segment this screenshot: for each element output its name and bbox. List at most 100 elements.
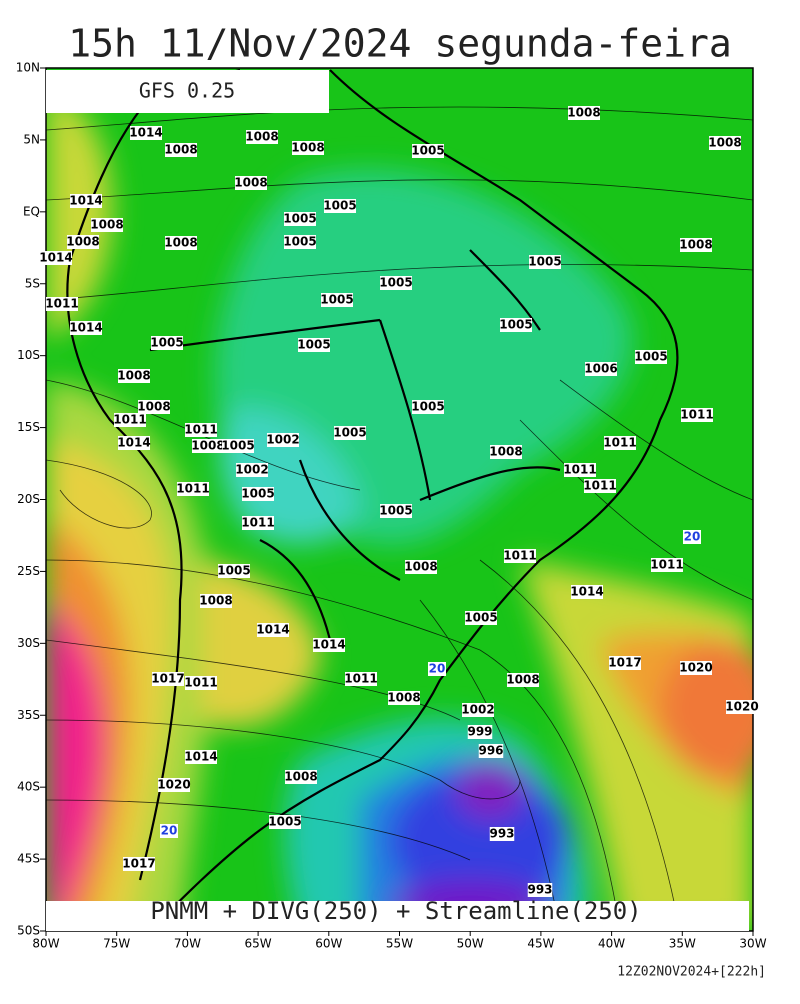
isobar-value: 1014: [570, 585, 603, 599]
isobar-value: 1008: [708, 136, 741, 150]
isobar-label: 1008: [245, 130, 279, 144]
caption-box: [46, 901, 749, 931]
isobar-label: 1005: [379, 504, 413, 518]
isobar-value: 996: [478, 744, 503, 758]
isobar-label: 1002: [461, 703, 495, 717]
isobar-bg: [267, 433, 299, 447]
isobar-bg: [324, 199, 356, 213]
isobar-label: 1008: [284, 770, 318, 784]
isobar-value: 1011: [241, 516, 274, 530]
longitude-label: 65W: [245, 937, 272, 951]
isobar-bg: [568, 106, 600, 120]
isobar-bg: [185, 676, 217, 690]
isobar-label: 1005: [268, 815, 302, 829]
isobar-label: 1020: [679, 661, 713, 675]
latitude-label: 40S: [17, 780, 40, 794]
isobar-value: 993: [489, 827, 514, 841]
isobar-value: 1008: [117, 369, 150, 383]
isobar-label: 1005: [323, 199, 357, 213]
divergence-value: 20: [684, 530, 701, 544]
latitude-label: 25S: [17, 564, 40, 578]
isobar-value: 1017: [122, 857, 155, 871]
isobar-label: 1014: [69, 194, 103, 208]
isobar-value: 1014: [69, 194, 102, 208]
divergence-bg: [160, 824, 178, 838]
isobar-label: 1005: [283, 235, 317, 249]
longitude-label: 75W: [103, 937, 130, 951]
isobar-label: 1011: [184, 423, 218, 437]
isobar-value: 1005: [379, 276, 412, 290]
isobar-bg: [292, 141, 324, 155]
isobar-value: 1008: [404, 560, 437, 574]
model-box: [46, 70, 329, 113]
isobar-label: 1008: [387, 691, 421, 705]
isobar-value: 1017: [151, 672, 184, 686]
isobar-bg: [130, 126, 162, 140]
isobar-value: 1005: [320, 293, 353, 307]
isobar-value: 1002: [235, 463, 268, 477]
isobar-bg: [321, 293, 353, 307]
isobar-value: 1011: [603, 436, 636, 450]
isobar-value: 1011: [680, 408, 713, 422]
longitude-label: 60W: [315, 937, 342, 951]
isobar-bg: [571, 585, 603, 599]
isobar-value: 1005: [241, 487, 274, 501]
isobar-bg: [489, 827, 515, 841]
isobar-label: 1014: [570, 585, 604, 599]
isobar-value: 1011: [45, 297, 78, 311]
field: [46, 68, 753, 931]
isobar-label: 1011: [241, 516, 275, 530]
isobar-value: 999: [467, 725, 492, 739]
latitude-label: 10S: [17, 348, 40, 362]
isobar-value: 1014: [39, 251, 72, 265]
isobar-label: 1020: [725, 700, 759, 714]
isobar-bg: [388, 691, 420, 705]
isobar-bg: [123, 857, 155, 871]
isobar-bg: [200, 594, 232, 608]
isobar-label: 1008: [117, 369, 151, 383]
isobar-bg: [192, 439, 224, 453]
isobar-bg: [218, 564, 250, 578]
isobar-bg: [158, 778, 190, 792]
isobar-value: 1006: [584, 362, 617, 376]
isobar-value: 1014: [69, 321, 102, 335]
isobar-bg: [635, 350, 667, 364]
isobar-bg: [500, 318, 532, 332]
isobar-bg: [185, 750, 217, 764]
longitude-label: 50W: [457, 937, 484, 951]
longitude-label: 35W: [669, 937, 696, 951]
isobar-bg: [584, 479, 616, 493]
isobar-label: 1006: [584, 362, 618, 376]
isobar-value: 1011: [184, 423, 217, 437]
isobar-label: 1017: [608, 656, 642, 670]
isobar-bg: [152, 672, 184, 686]
isobar-label: 1014: [312, 638, 346, 652]
isobar-bg: [467, 725, 493, 739]
isobar-bg: [138, 400, 170, 414]
isobar-bg: [380, 504, 412, 518]
isobar-label: 1008: [291, 141, 325, 155]
isobar-value: 1014: [129, 126, 162, 140]
isobar-bg: [585, 362, 617, 376]
isobar-value: 1011: [113, 413, 146, 427]
latitude-label: 5S: [25, 276, 40, 290]
run-info: 12Z02NOV2024+[222h]: [617, 965, 766, 980]
isobar-label: 1008: [679, 238, 713, 252]
isobar-value: 1005: [333, 426, 366, 440]
isobar-value: 1008: [199, 594, 232, 608]
isobar-label: 1011: [503, 549, 537, 563]
isobar-bg: [91, 218, 123, 232]
isobar-bg: [118, 369, 150, 383]
isobar-label: 1011: [45, 297, 79, 311]
isobar-value: 1008: [164, 236, 197, 250]
isobar-label: 1011: [680, 408, 714, 422]
isobar-label: 1005: [320, 293, 354, 307]
isobar-bg: [462, 703, 494, 717]
isobar-label: 1005: [333, 426, 367, 440]
isobar-label: 1011: [603, 436, 637, 450]
isobar-bg: [114, 413, 146, 427]
isobar-value: 1005: [411, 144, 444, 158]
isobar-value: 1014: [312, 638, 345, 652]
